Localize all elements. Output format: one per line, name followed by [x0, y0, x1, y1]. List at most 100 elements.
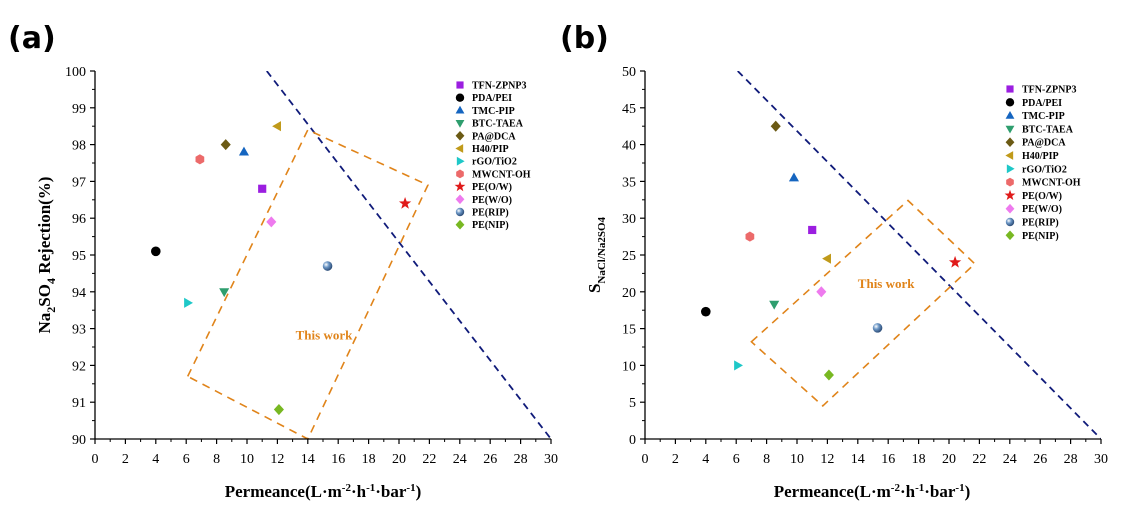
x-tick-label: 10	[240, 452, 254, 467]
legend-label: PA@DCA	[472, 131, 516, 142]
legend-marker-pe-o-w-	[1004, 189, 1016, 200]
legend-marker-pa-dca	[1005, 137, 1015, 148]
x-tick-label: 2	[672, 452, 679, 467]
legend-label: BTC-TAEA	[472, 119, 524, 130]
x-tick-label: 28	[514, 452, 528, 467]
legend-label: PA@DCA	[1022, 138, 1066, 149]
legend-item: PE(NIP)	[1005, 230, 1059, 242]
x-tick-label: 2	[122, 452, 129, 467]
y-tick-label: 25	[622, 249, 636, 264]
legend-marker-pe-nip-	[1005, 230, 1015, 241]
panel-b-decor	[737, 71, 1101, 439]
data-point-pda-pei	[701, 306, 711, 317]
y-tick-label: 5	[629, 396, 636, 411]
x-tick-label: 16	[331, 452, 345, 467]
y-tick-label: 30	[622, 212, 636, 227]
data-point-pe-o-w-	[948, 255, 962, 268]
legend-marker-pda-pei	[1005, 98, 1015, 107]
x-tick-label: 10	[790, 452, 804, 467]
panel-b-axes: 0 2 4 6 8 10 12 14 16 18 20 22 24 26 28 300510152025303…	[622, 65, 1108, 467]
legend-label: PDA/PEI	[1022, 98, 1062, 109]
legend-item: TMC-PIP	[455, 105, 515, 117]
legend-marker-tmc-pip	[1005, 110, 1015, 119]
legend-label: PE(O/W)	[472, 182, 512, 193]
x-tick-label: 24	[1003, 452, 1017, 467]
legend-item: PA@DCA	[455, 130, 516, 142]
data-point-pda-pei	[151, 246, 161, 257]
y-tick-label: 93	[72, 323, 86, 338]
x-tick-label: 30	[1094, 452, 1108, 467]
data-point-pe-rip-	[872, 323, 883, 333]
y-tick-label: 94	[72, 286, 86, 301]
legend-item: PA@DCA	[1005, 137, 1066, 149]
legend-label: PE(RIP)	[1022, 218, 1059, 229]
legend-marker-pa-dca	[455, 130, 465, 141]
y-tick-label: 20	[622, 286, 636, 301]
y-tick-label: 95	[72, 249, 86, 264]
legend-item: PE(W/O)	[1005, 203, 1062, 215]
x-tick-label: 24	[453, 452, 467, 467]
this-work-box	[750, 199, 976, 407]
legend-label: TFN-ZPNP3	[472, 81, 526, 92]
y-tick-label: 15	[622, 323, 636, 338]
panel-a-decor	[186, 71, 551, 441]
panel-b-label: (b)	[560, 21, 609, 56]
legend-marker-pe-o-w-	[454, 180, 466, 192]
legend-label: PE(W/O)	[472, 195, 512, 206]
panel-a-y-axis-title: Na2SO4 Rejection(%)	[35, 177, 58, 334]
legend-marker-h40-pip	[455, 144, 464, 153]
legend-label: MWCNT-OH	[1022, 178, 1081, 189]
legend-item: TFN-ZPNP3	[456, 81, 526, 92]
x-tick-label: 16	[881, 452, 895, 467]
x-tick-label: 28	[1064, 452, 1078, 467]
data-point-pe-w-o-	[266, 216, 277, 228]
legend-label: PE(O/W)	[1022, 191, 1062, 202]
legend-marker-tfn-zpnp3	[1006, 85, 1014, 93]
x-tick-label: 8	[213, 452, 220, 467]
data-point-pe-nip-	[273, 404, 284, 416]
data-point-btc-taea	[219, 288, 230, 298]
data-point-pe-w-o-	[816, 286, 827, 298]
data-point-rgo-tio2	[734, 360, 743, 371]
data-point-h40-pip	[272, 121, 281, 132]
legend-item: rGO/TiO2	[1006, 164, 1067, 175]
panel-b-y-axis-title: SNaCl/Na2SO4	[585, 216, 608, 293]
y-tick-label: 96	[72, 212, 86, 227]
legend-marker-pe-w-o-	[455, 194, 465, 205]
panel-b: (b) 0 2 4 6 8 10 12 14 16 18 20 22 24 26 28 30051015202…	[560, 21, 1108, 501]
data-point-pe-rip-	[322, 261, 333, 271]
x-tick-label: 30	[544, 452, 558, 467]
y-tick-label: 45	[622, 102, 636, 117]
x-tick-label: 6	[733, 452, 740, 467]
legend-label: PDA/PEI	[472, 93, 512, 104]
legend-item: MWCNT-OH	[456, 169, 531, 180]
trade-off-line	[737, 71, 1101, 439]
data-point-tmc-pip	[238, 146, 249, 156]
legend-label: BTC-TAEA	[1022, 124, 1074, 135]
x-tick-label: 6	[183, 452, 190, 467]
legend-item: PE(NIP)	[455, 219, 509, 231]
panel-b-markers	[701, 120, 962, 381]
this-work-box	[186, 128, 429, 441]
data-point-pa-dca	[220, 139, 231, 151]
legend-label: rGO/TiO2	[1022, 164, 1067, 175]
x-tick-label: 14	[301, 452, 315, 467]
legend-label: MWCNT-OH	[472, 169, 531, 180]
y-tick-label: 99	[72, 102, 86, 117]
legend-marker-tfn-zpnp3	[456, 81, 464, 89]
x-tick-label: 0	[92, 452, 99, 467]
legend-item: PDA/PEI	[455, 93, 512, 104]
x-tick-label: 26	[1033, 452, 1047, 467]
legend-marker-pe-rip-	[1005, 217, 1015, 227]
legend-marker-rgo-tio2	[1006, 164, 1015, 174]
x-tick-label: 18	[362, 452, 376, 467]
data-point-mwcnt-oh	[195, 154, 205, 165]
panel-b-legend: TFN-ZPNP3 PDA/PEI TMC-PIP BTC-TAEA PA@DCA H40…	[1004, 85, 1081, 242]
panel-a-x-axis-title: Permeance(L·m-2·h-1·bar-1)	[225, 482, 422, 501]
y-tick-label: 35	[622, 175, 636, 190]
data-point-pe-nip-	[823, 369, 834, 381]
legend-label: PE(RIP)	[472, 208, 509, 219]
y-tick-label: 98	[72, 139, 86, 154]
legend-label: H40/PIP	[472, 144, 509, 155]
